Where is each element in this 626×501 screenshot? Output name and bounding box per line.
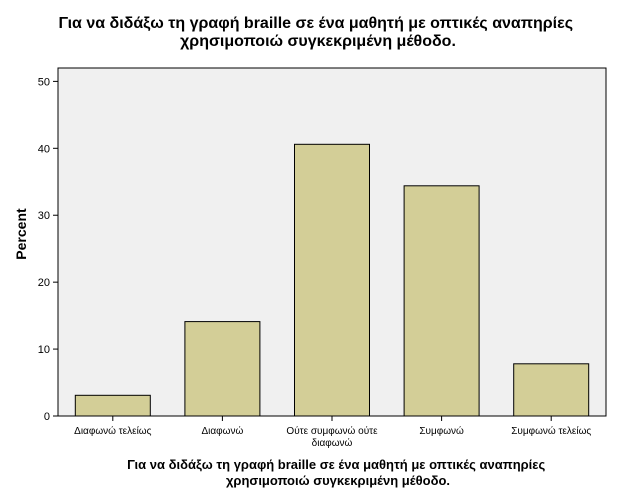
bar-2 xyxy=(184,321,261,417)
x-tick-label: Διαφωνώ τελείως xyxy=(74,425,151,437)
chart-title: Για να διδάξω τη γραφή braille σε ένα μα… xyxy=(58,15,577,50)
y-tick-label: 0 xyxy=(44,411,50,423)
y-tick-label: 10 xyxy=(38,344,50,356)
x-axis-label-line-2: χρησιμοποιώ συγκεκριμένη μέθοδο. xyxy=(226,473,450,488)
y-tick-label: 50 xyxy=(38,76,50,88)
x-axis-label: Για να διδάξω τη γραφή braille σε ένα μα… xyxy=(127,457,549,488)
bar-4 xyxy=(403,185,480,417)
bar-5 xyxy=(513,363,590,417)
x-tick-label: Συμφωνώ τελείως xyxy=(511,425,591,437)
y-axis-label: Percent xyxy=(13,208,29,260)
x-axis-label-line-1: Για να διδάξω τη γραφή braille σε ένα μα… xyxy=(127,457,545,472)
y-tick-label: 40 xyxy=(38,143,50,155)
x-tick-label: Ούτε συμφωνώ ούτε διαφωνώ xyxy=(286,425,378,449)
bars-group xyxy=(74,143,590,417)
x-tick-label: Διαφωνώ xyxy=(202,425,244,437)
x-axis: Διαφωνώ τελείως Διαφωνώ Ούτε συμφωνώ ούτε δ… xyxy=(74,416,591,449)
y-tick-label: 30 xyxy=(38,210,50,222)
x-tick-label: Συμφωνώ xyxy=(419,425,464,437)
chart-title-line-1: Για να διδάξω τη γραφή braille σε ένα μα… xyxy=(58,15,573,32)
bar-1 xyxy=(74,394,151,417)
chart-title-line-2: χρησιμοποιώ συγκεκριμένη μέθοδο. xyxy=(180,33,456,50)
bar-3 xyxy=(294,143,370,417)
y-axis: 0 10 20 30 40 50 xyxy=(38,76,58,423)
y-tick-label: 20 xyxy=(38,277,50,289)
